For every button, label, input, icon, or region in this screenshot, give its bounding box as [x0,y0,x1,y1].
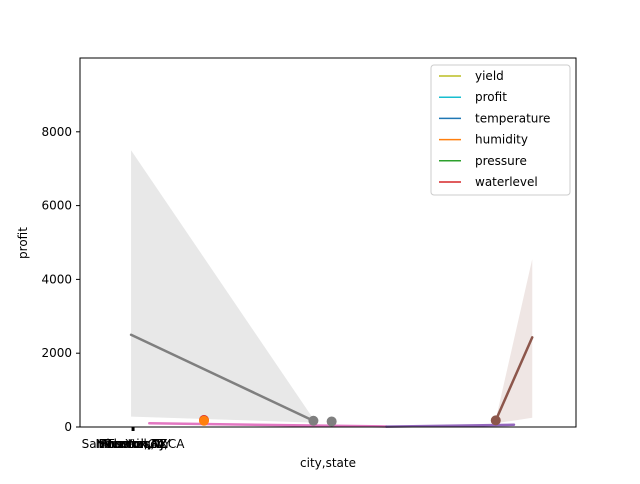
x-tick-label: Newark,NJ [102,437,164,451]
legend-label-humidity: humidity [475,133,528,147]
x-axis: San Francisco,CANewark,NJAtlanta,GAPhoen… [82,427,186,451]
legend: yield profit temperature humidity pressure wa… [430,64,571,196]
legend-label-profit: profit [475,90,507,104]
y-axis: 0 2000 4000 6000 8000 [41,125,80,434]
y-tick-label: 0 [64,420,72,434]
legend-label-yield: yield [475,69,504,83]
x-tick-label: Atlanta,GA [101,437,166,451]
series-line-0 [129,333,315,422]
series-line-3 [385,423,516,428]
legend-label-pressure: pressure [475,154,527,168]
x-tick-label: Phoenix,AZ [99,437,167,451]
y-tick-label: 2000 [41,346,72,360]
y-tick-label: 8000 [41,125,72,139]
x-tick-label: New York,NY [96,437,172,451]
plot-area-frame [79,57,577,428]
data-point-1 [199,415,209,426]
series-lines [129,333,534,428]
x-tick-label: Houston,TX [98,437,167,451]
confidence-bands [131,150,533,424]
x-tick-label: San Francisco,CA [82,437,186,451]
y-tick-label: 6000 [41,199,72,213]
y-axis-label: profit [16,227,30,259]
x-tick-label: Trenton,NJ [101,437,163,451]
y-tick-label: 4000 [41,272,72,286]
scatter-points [199,414,501,427]
legend-label-waterlevel: waterlevel [475,175,538,189]
legend-label-temperature: temperature [475,111,550,125]
confidence-band-0 [131,150,314,423]
series-line-2 [148,422,388,428]
legend-frame [430,64,571,196]
data-point-3 [326,416,337,427]
confidence-band-1 [495,259,533,424]
x-axis-label: city,state [300,456,356,470]
data-point-4 [490,415,501,426]
data-point-2 [308,415,319,426]
series-line-1 [494,336,534,422]
